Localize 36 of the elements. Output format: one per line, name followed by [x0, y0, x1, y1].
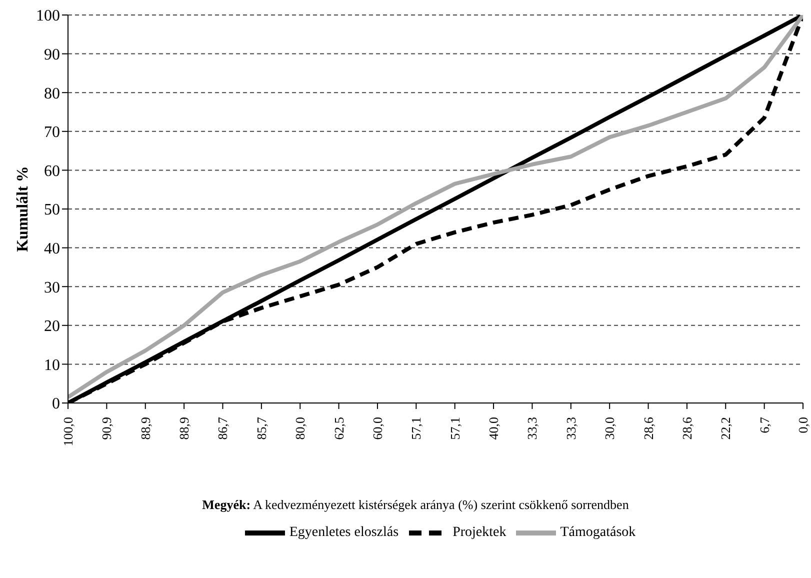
x-tick-label: 86,7: [215, 416, 230, 440]
y-axis-title: Kumulált %: [14, 166, 32, 252]
legend-label: Projektek: [452, 525, 506, 540]
y-tick-label: 70: [44, 124, 60, 142]
x-tick-label: 100,0: [60, 417, 76, 446]
legend-label: Egyenletes eloszlás: [289, 525, 399, 540]
x-tick-label: 28,6: [679, 416, 694, 440]
x-tick-label: 88,9: [176, 417, 192, 440]
x-tick-label: 22,2: [718, 417, 734, 440]
x-tick-label: 80,0: [292, 417, 308, 440]
x-tick-label: 57,1: [408, 417, 424, 440]
y-tick-label: 100: [36, 8, 60, 25]
x-tick-label: 62,5: [331, 417, 346, 440]
y-tick-label: 50: [44, 202, 60, 219]
x-tick-label: 40,0: [486, 417, 502, 440]
x-tick-label: 6,7: [756, 416, 772, 434]
y-tick-label: 30: [44, 279, 60, 296]
y-tick-label: 20: [44, 318, 60, 336]
x-tick-label: 88,9: [138, 417, 153, 440]
y-tick-label: 0: [52, 396, 60, 413]
x-tick-label: 60,0: [370, 417, 385, 440]
x-tick-label: 33,3: [563, 417, 578, 440]
x-tick-label: 57,1: [447, 417, 462, 440]
x-tick-label: 90,9: [99, 417, 114, 440]
y-tick-label: 60: [44, 162, 60, 180]
x-tick-label: 0,0: [796, 417, 810, 434]
y-tick-label: 40: [44, 240, 60, 258]
y-tick-label: 90: [44, 46, 60, 64]
legend-label: Támogatások: [560, 525, 636, 540]
x-tick-label: 85,7: [254, 416, 269, 440]
x-tick-label: 33,3: [524, 417, 540, 440]
x-tick-label: 28,6: [640, 416, 656, 440]
y-tick-label: 10: [44, 356, 60, 374]
y-tick-label: 80: [44, 85, 60, 102]
x-tick-label: 30,0: [602, 417, 618, 440]
x-axis-title: Megyék: A kedvezményezett kistérségek aránya (%) szerint csökkenő sorrendben: [202, 497, 630, 512]
